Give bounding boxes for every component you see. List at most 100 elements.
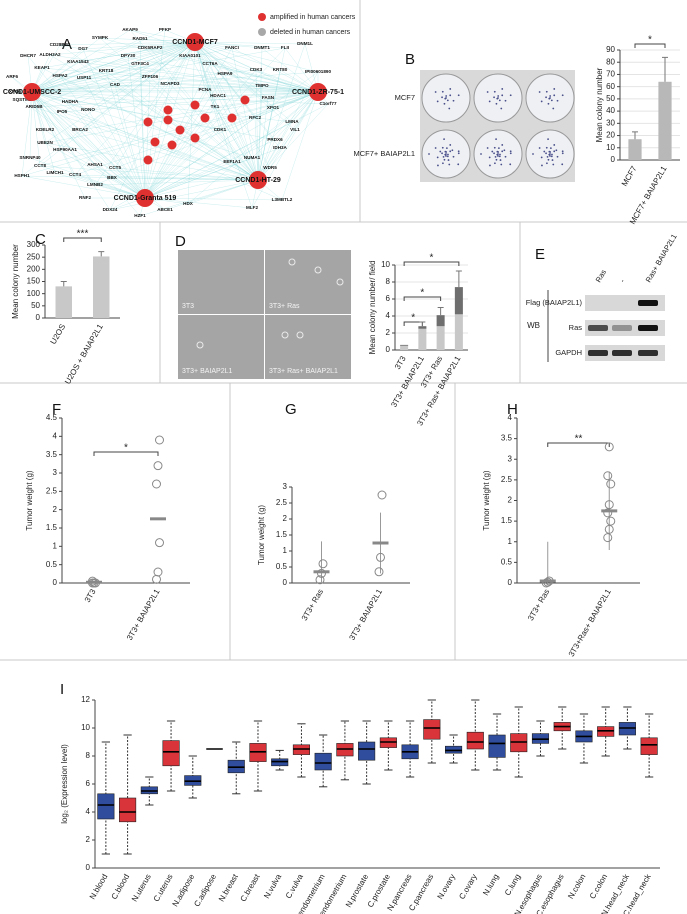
edge xyxy=(31,38,141,93)
band xyxy=(638,350,658,356)
gene-node xyxy=(190,100,200,110)
edge xyxy=(59,41,196,46)
colony xyxy=(551,159,554,161)
edge xyxy=(194,41,253,159)
band xyxy=(612,325,632,331)
edge xyxy=(139,38,146,199)
bar xyxy=(628,139,642,160)
micrograph-label: 3T3+ Ras+ BAIAP2L1 xyxy=(269,368,338,375)
edge xyxy=(31,91,276,141)
gene-label: HADHA xyxy=(62,99,79,104)
gene-label: MLF2 xyxy=(246,205,258,210)
colony xyxy=(494,162,496,165)
gene-label: BBX xyxy=(107,175,118,180)
panel-label: C xyxy=(35,231,46,248)
legend-swatch xyxy=(258,13,266,21)
gene-label: TK1 xyxy=(211,104,220,109)
x-tick-label: 3T3+ BAIAP2L1 xyxy=(125,587,162,642)
edge xyxy=(77,61,319,93)
y-tick-label: 2 xyxy=(508,496,513,505)
edge xyxy=(144,139,276,199)
edge xyxy=(194,41,216,108)
gene-label: ARID5B xyxy=(25,104,43,109)
gene-label: CDK5RAP2 xyxy=(138,45,163,50)
edge xyxy=(257,47,286,181)
edge xyxy=(139,63,146,199)
colony xyxy=(444,150,447,153)
edge xyxy=(74,174,146,199)
y-tick-label: 20 xyxy=(606,131,615,140)
edge xyxy=(105,41,196,72)
edge xyxy=(59,75,259,181)
colony xyxy=(336,278,344,286)
edge xyxy=(31,44,61,93)
colony xyxy=(496,153,499,156)
edge xyxy=(144,47,233,199)
hub-node xyxy=(186,33,204,51)
edge xyxy=(194,41,253,209)
box xyxy=(314,752,332,771)
gene-label: DG7 xyxy=(78,46,88,51)
colony xyxy=(486,91,489,93)
edge xyxy=(79,91,319,131)
edge xyxy=(94,179,259,186)
colony xyxy=(445,147,448,150)
colony xyxy=(509,152,512,155)
edge xyxy=(257,47,263,181)
edge xyxy=(44,142,146,199)
box xyxy=(488,734,506,758)
edge xyxy=(149,41,196,78)
y-tick-label: 3 xyxy=(53,468,58,477)
y-tick-label: 4.5 xyxy=(46,413,58,422)
micrograph-label: 3T3 xyxy=(182,303,194,310)
edge xyxy=(144,55,191,199)
edge xyxy=(31,91,111,211)
gene-label: LMNA xyxy=(285,119,299,124)
colony xyxy=(552,107,555,110)
colony xyxy=(498,99,501,102)
colony xyxy=(500,163,503,166)
error-bar xyxy=(662,56,668,82)
data-point xyxy=(155,538,164,548)
edge xyxy=(194,41,269,99)
edge xyxy=(114,167,259,181)
box xyxy=(97,793,115,820)
edge xyxy=(144,47,286,199)
colony xyxy=(561,94,564,97)
edge xyxy=(44,129,146,199)
colony xyxy=(493,96,495,99)
significance-label: * xyxy=(648,35,652,46)
edge xyxy=(261,85,319,93)
colony xyxy=(436,156,439,159)
x-tick-label: 3T3+ Ras xyxy=(526,588,551,623)
edge xyxy=(59,44,259,181)
edge xyxy=(257,129,296,181)
colony xyxy=(445,95,448,97)
gene-label: DHCR7 xyxy=(20,53,36,58)
hub-label: CCND1-MCF7 xyxy=(172,39,218,46)
gene-label: RNF2 xyxy=(79,195,91,200)
edge xyxy=(74,91,319,176)
edge xyxy=(144,121,293,199)
edge xyxy=(251,91,319,159)
colony xyxy=(538,91,541,93)
colony xyxy=(497,147,500,150)
y-axis-label: Tumor weight (g) xyxy=(257,505,266,566)
edge xyxy=(59,41,196,77)
colony xyxy=(288,258,296,266)
y-tick-label: 90 xyxy=(606,45,615,54)
colony xyxy=(457,152,460,155)
edge xyxy=(39,165,259,181)
edge xyxy=(257,103,329,181)
colony xyxy=(449,144,452,146)
colony xyxy=(442,162,444,165)
edge xyxy=(109,41,196,211)
gene-label: HZF1 xyxy=(134,213,146,218)
gene-label: USP11 xyxy=(77,75,92,80)
edge xyxy=(144,29,166,199)
y-axis-label: Tumor weight (g) xyxy=(482,470,491,531)
edge xyxy=(31,69,257,93)
y-tick-label: 8 xyxy=(86,751,91,760)
legend-swatch xyxy=(258,28,266,36)
colony xyxy=(434,147,437,149)
